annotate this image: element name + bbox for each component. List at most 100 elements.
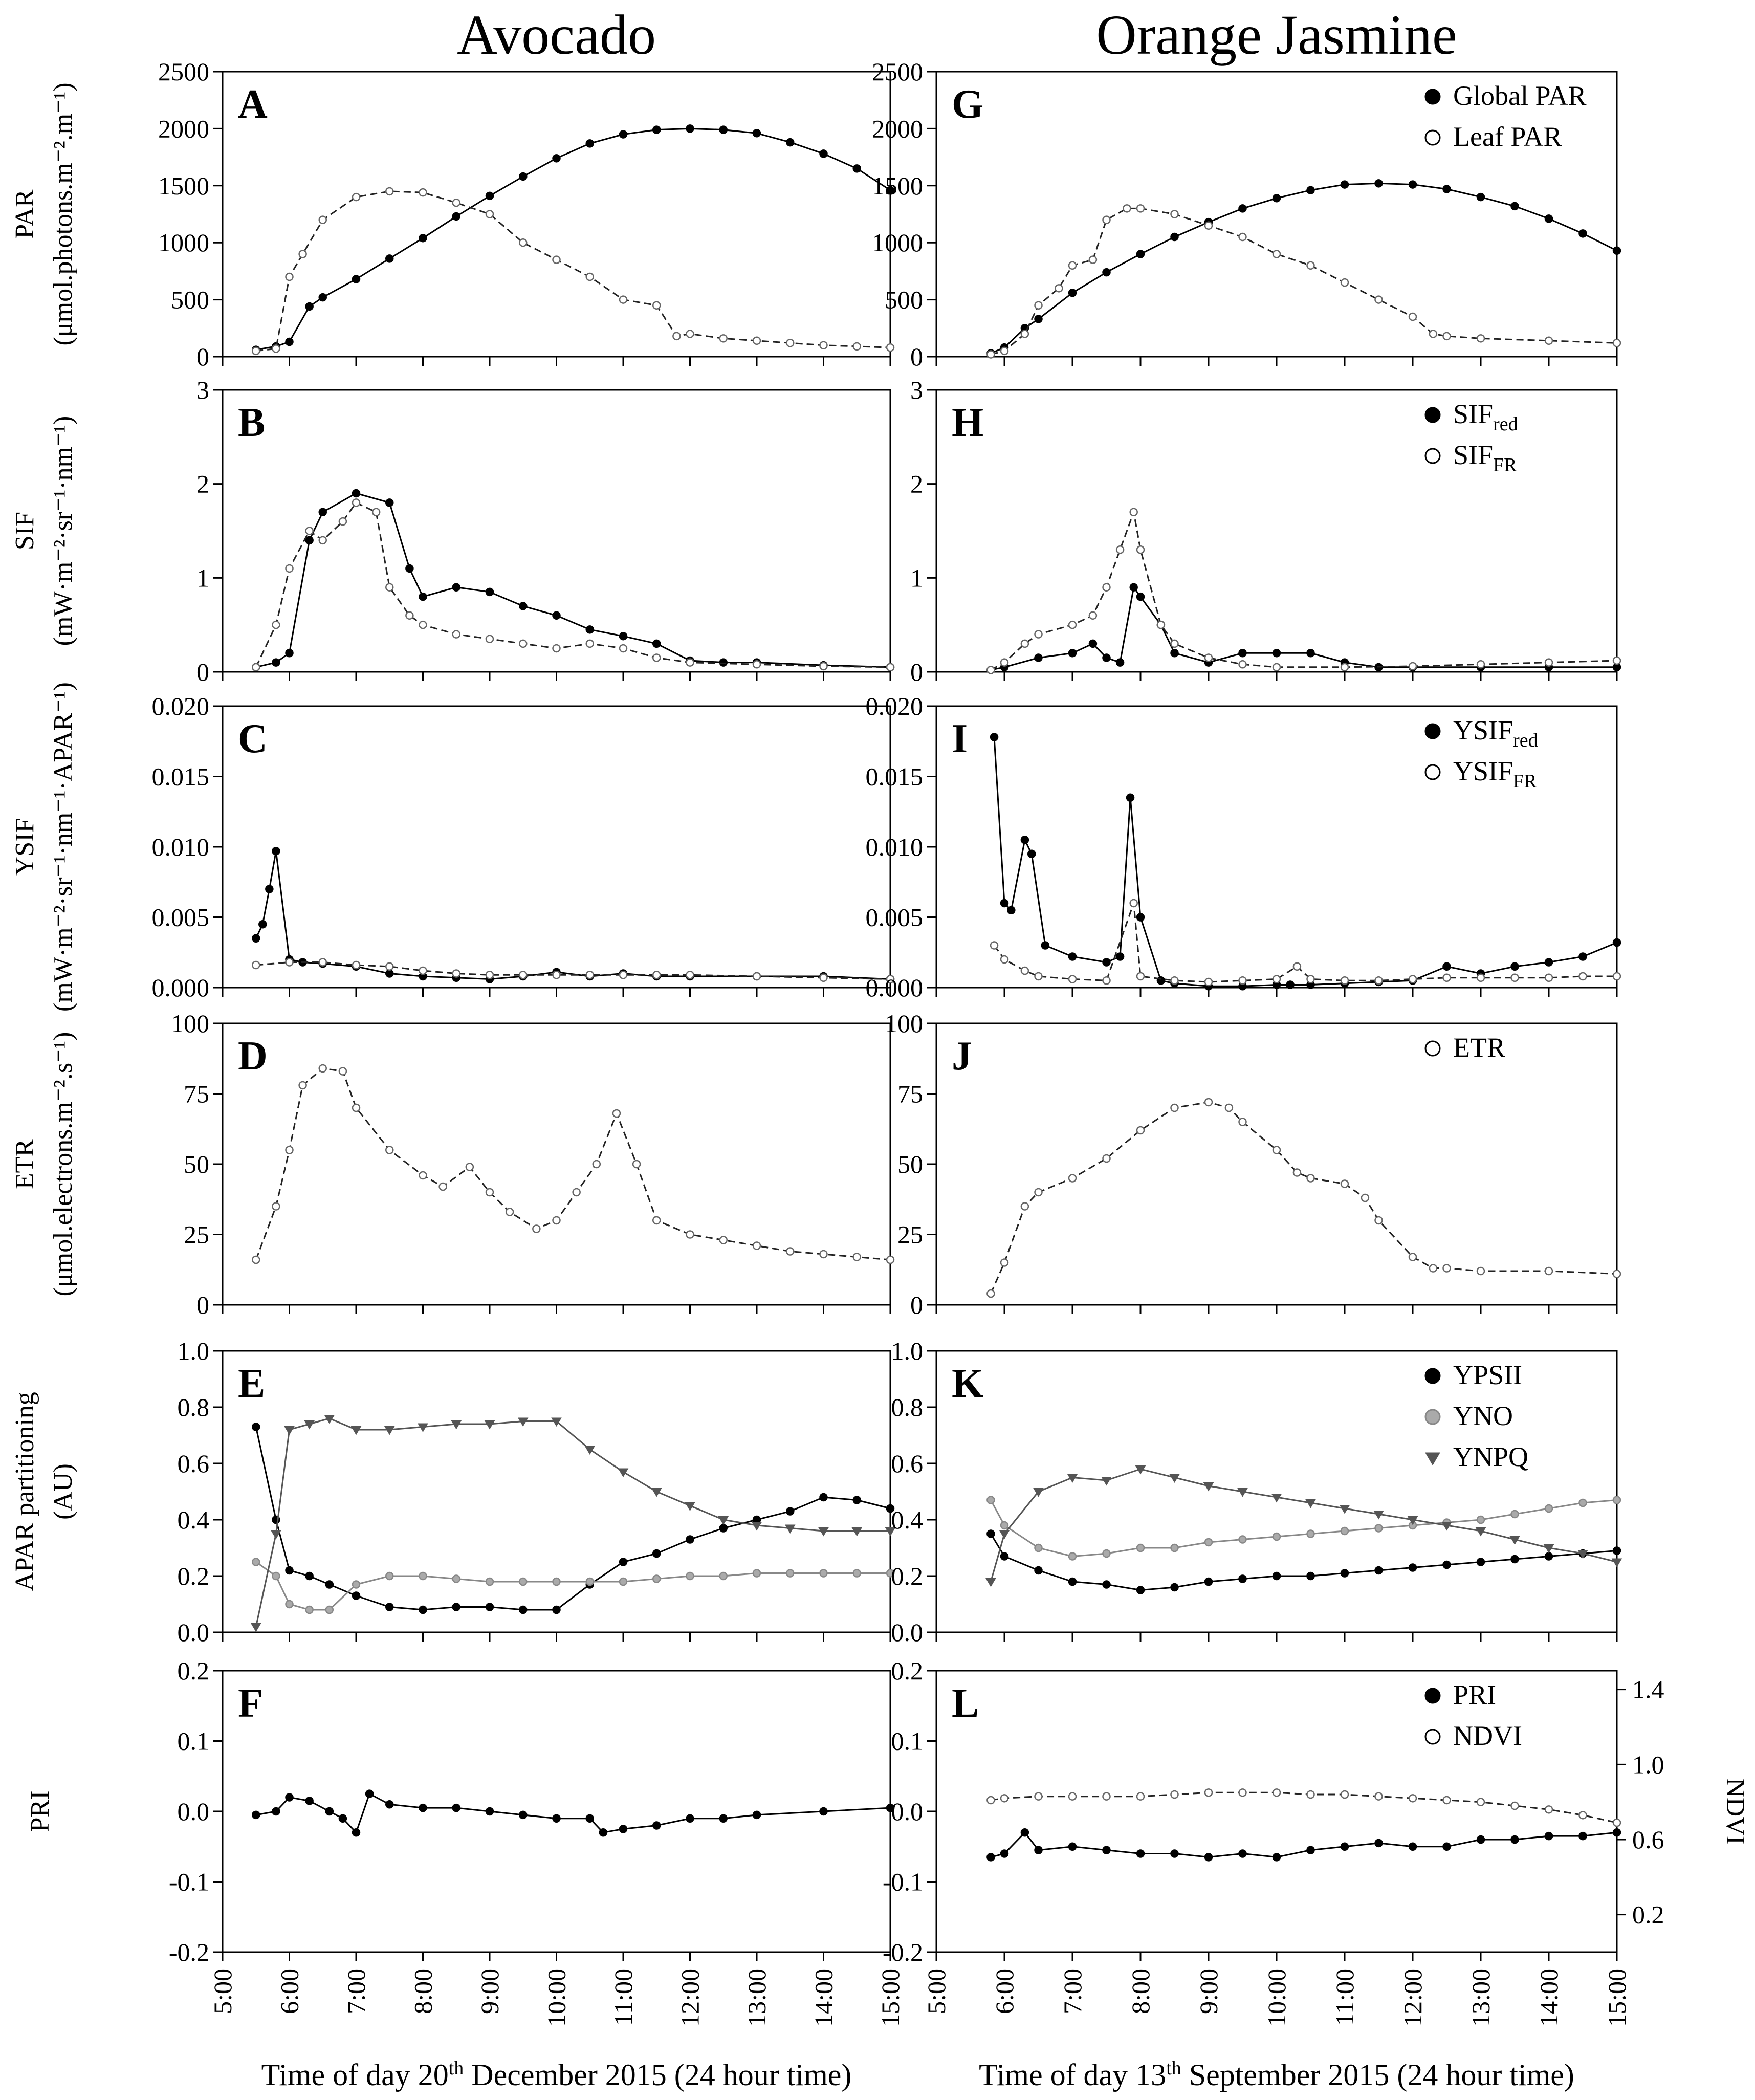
- panel-frame: [935, 1022, 1618, 1306]
- data-point: [719, 1814, 728, 1823]
- data-point: [1000, 658, 1009, 667]
- data-point: [1612, 1270, 1621, 1278]
- data-point: [285, 337, 294, 346]
- data-point: [552, 1605, 561, 1614]
- legend-marker: [1424, 407, 1441, 423]
- data-point: [1170, 976, 1179, 985]
- data-point: [1272, 194, 1281, 203]
- data-point: [1578, 972, 1587, 981]
- data-point: [517, 1417, 529, 1427]
- series-line: [991, 1831, 1617, 1858]
- series-line: [990, 1499, 1617, 1558]
- right-y-axis-label: NDVI: [1721, 1778, 1750, 1845]
- data-point: [1102, 215, 1111, 224]
- data-point: [572, 1188, 581, 1197]
- series-D-0: [252, 1064, 895, 1264]
- y-axis-label-line: APAR partitioning: [10, 1392, 39, 1591]
- data-point: [886, 1255, 895, 1264]
- data-point: [272, 1807, 280, 1816]
- data-point: [285, 649, 294, 658]
- data-point: [1272, 1146, 1281, 1154]
- y-tick-label: 2000: [872, 114, 923, 143]
- y-tick-label: 0.015: [152, 762, 210, 791]
- panel-frame: [222, 1350, 891, 1633]
- data-point: [1306, 186, 1315, 194]
- data-point: [419, 234, 427, 243]
- data-point: [1578, 952, 1587, 961]
- data-point: [1476, 334, 1485, 343]
- data-point: [1136, 1849, 1145, 1858]
- data-point: [1578, 1811, 1587, 1820]
- data-point: [685, 1502, 695, 1511]
- data-point: [1476, 1266, 1485, 1276]
- data-point: [265, 885, 274, 893]
- data-point: [986, 666, 995, 674]
- panel-label: A: [238, 82, 268, 127]
- panel-frame: [935, 71, 1618, 358]
- y-axis-label-line: ETR: [10, 1139, 39, 1190]
- data-point: [1170, 1543, 1179, 1552]
- data-point: [298, 1081, 307, 1090]
- panel-label: D: [238, 1034, 268, 1079]
- x-tick-label: 15:00: [876, 1968, 905, 2027]
- y-axis-label-line: SIF: [10, 512, 39, 550]
- data-point: [1286, 980, 1295, 989]
- data-point: [1612, 1818, 1621, 1827]
- data-point: [1475, 1527, 1486, 1537]
- data-point: [385, 1571, 394, 1581]
- series-B-0: [252, 489, 895, 672]
- data-point: [1292, 1168, 1302, 1177]
- data-point: [418, 1423, 428, 1432]
- data-point: [1476, 1798, 1485, 1806]
- data-point: [438, 1182, 447, 1191]
- data-point: [686, 1230, 694, 1239]
- data-point: [1238, 976, 1247, 985]
- y-tick-label: 0: [910, 658, 923, 686]
- y-tick-label: 0.2: [891, 1656, 924, 1685]
- y-tick-label: 0.8: [178, 1393, 210, 1421]
- data-point: [1102, 583, 1111, 592]
- y-tick-label: 0: [196, 342, 209, 371]
- y-tick-label: 0.0: [891, 1618, 924, 1647]
- data-point: [272, 344, 280, 353]
- data-point: [585, 139, 594, 148]
- data-point: [752, 972, 761, 981]
- data-point: [385, 254, 394, 263]
- data-point: [652, 301, 661, 310]
- data-point: [1306, 261, 1315, 270]
- data-point: [519, 639, 528, 648]
- data-point: [1271, 1493, 1282, 1503]
- data-point: [1374, 1839, 1383, 1848]
- data-point: [1272, 1571, 1281, 1581]
- data-point: [1101, 1476, 1112, 1486]
- y-axis-label-row-0: PAR (μmol.photons.m⁻².m⁻¹): [10, 82, 78, 345]
- panel-label: K: [952, 1361, 983, 1406]
- y-tick-label: 0.005: [866, 903, 924, 932]
- data-point: [271, 1530, 281, 1539]
- series-A-0: [252, 124, 895, 354]
- y-tick-label: 0: [196, 658, 209, 686]
- data-point: [1170, 1790, 1179, 1799]
- data-point: [452, 212, 460, 221]
- data-point: [986, 1796, 995, 1805]
- data-point: [252, 934, 260, 943]
- data-point: [1055, 284, 1063, 293]
- data-point: [752, 1810, 761, 1820]
- y-tick-label: 3: [196, 376, 209, 404]
- data-point: [619, 295, 628, 304]
- data-point: [285, 958, 294, 967]
- y-tick-label: 0.6: [178, 1449, 210, 1478]
- series-line: [255, 492, 891, 668]
- data-point: [252, 346, 260, 356]
- data-point: [1102, 268, 1111, 277]
- data-point: [1000, 346, 1009, 356]
- panel-G: 0 500 1000 1500 2000 2500 G Global PAR Leaf PAR: [872, 57, 1621, 371]
- data-point: [1238, 1535, 1247, 1544]
- data-point: [385, 969, 394, 978]
- y-tick-label: 0.0: [178, 1797, 210, 1826]
- data-point: [1136, 250, 1145, 258]
- data-point: [385, 1146, 394, 1154]
- data-point: [1306, 1846, 1315, 1854]
- data-point: [1170, 1583, 1179, 1592]
